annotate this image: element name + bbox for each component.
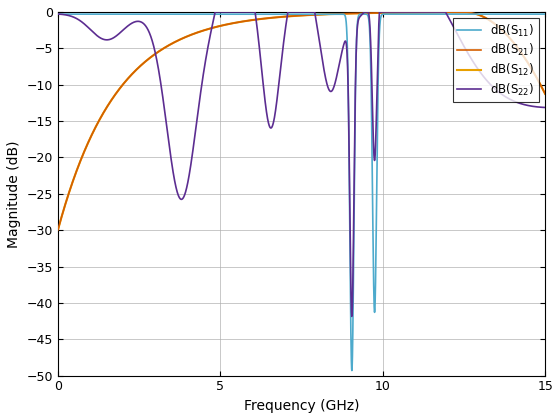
dB(S$_{11}$) bbox=[542, 12, 548, 17]
dB(S$_{22}$) bbox=[372, 155, 379, 160]
dB(S$_{22}$) bbox=[347, 236, 353, 241]
dB(S$_{21}$) bbox=[347, 11, 353, 16]
dB(S$_{22}$) bbox=[143, 24, 150, 29]
dB(S$_{21}$) bbox=[241, 19, 248, 24]
dB(S$_{21}$) bbox=[54, 228, 61, 233]
dB(S$_{11}$) bbox=[54, 12, 61, 17]
dB(S$_{22}$) bbox=[241, 9, 248, 14]
Line: dB(S$_{22}$): dB(S$_{22}$) bbox=[58, 12, 545, 316]
Line: dB(S$_{21}$): dB(S$_{21}$) bbox=[58, 12, 545, 230]
dB(S$_{21}$) bbox=[371, 10, 378, 16]
dB(S$_{11}$) bbox=[418, 12, 425, 17]
dB(S$_{11}$) bbox=[143, 12, 150, 17]
dB(S$_{11}$) bbox=[455, 12, 462, 17]
dB(S$_{11}$) bbox=[347, 260, 353, 265]
Y-axis label: Magnitude (dB): Magnitude (dB) bbox=[7, 140, 21, 247]
dB(S$_{12}$) bbox=[241, 19, 248, 24]
dB(S$_{21}$) bbox=[461, 10, 468, 15]
dB(S$_{12}$) bbox=[418, 10, 425, 15]
dB(S$_{11}$) bbox=[371, 307, 378, 312]
dB(S$_{12}$) bbox=[542, 91, 548, 96]
dB(S$_{12}$) bbox=[461, 10, 468, 15]
dB(S$_{21}$) bbox=[455, 10, 462, 15]
dB(S$_{22}$) bbox=[212, 9, 218, 14]
dB(S$_{22}$) bbox=[542, 105, 548, 110]
dB(S$_{21}$) bbox=[418, 10, 425, 15]
dB(S$_{22}$) bbox=[348, 314, 355, 319]
dB(S$_{12}$) bbox=[371, 10, 378, 16]
dB(S$_{21}$) bbox=[542, 91, 548, 96]
dB(S$_{21}$) bbox=[143, 58, 150, 63]
dB(S$_{12}$) bbox=[455, 10, 462, 15]
Legend: dB(S$_{11}$), dB(S$_{21}$), dB(S$_{12}$), dB(S$_{22}$): dB(S$_{11}$), dB(S$_{21}$), dB(S$_{12}$)… bbox=[452, 18, 539, 102]
dB(S$_{22}$) bbox=[418, 9, 425, 14]
dB(S$_{12}$) bbox=[54, 228, 61, 233]
dB(S$_{22}$) bbox=[54, 11, 61, 16]
X-axis label: Frequency (GHz): Frequency (GHz) bbox=[244, 399, 359, 413]
Line: dB(S$_{11}$): dB(S$_{11}$) bbox=[58, 14, 545, 370]
Line: dB(S$_{12}$): dB(S$_{12}$) bbox=[58, 12, 545, 230]
dB(S$_{11}$) bbox=[241, 12, 248, 17]
dB(S$_{12}$) bbox=[143, 58, 150, 63]
dB(S$_{22}$) bbox=[455, 34, 462, 39]
dB(S$_{11}$) bbox=[348, 368, 355, 373]
dB(S$_{12}$) bbox=[347, 11, 353, 16]
